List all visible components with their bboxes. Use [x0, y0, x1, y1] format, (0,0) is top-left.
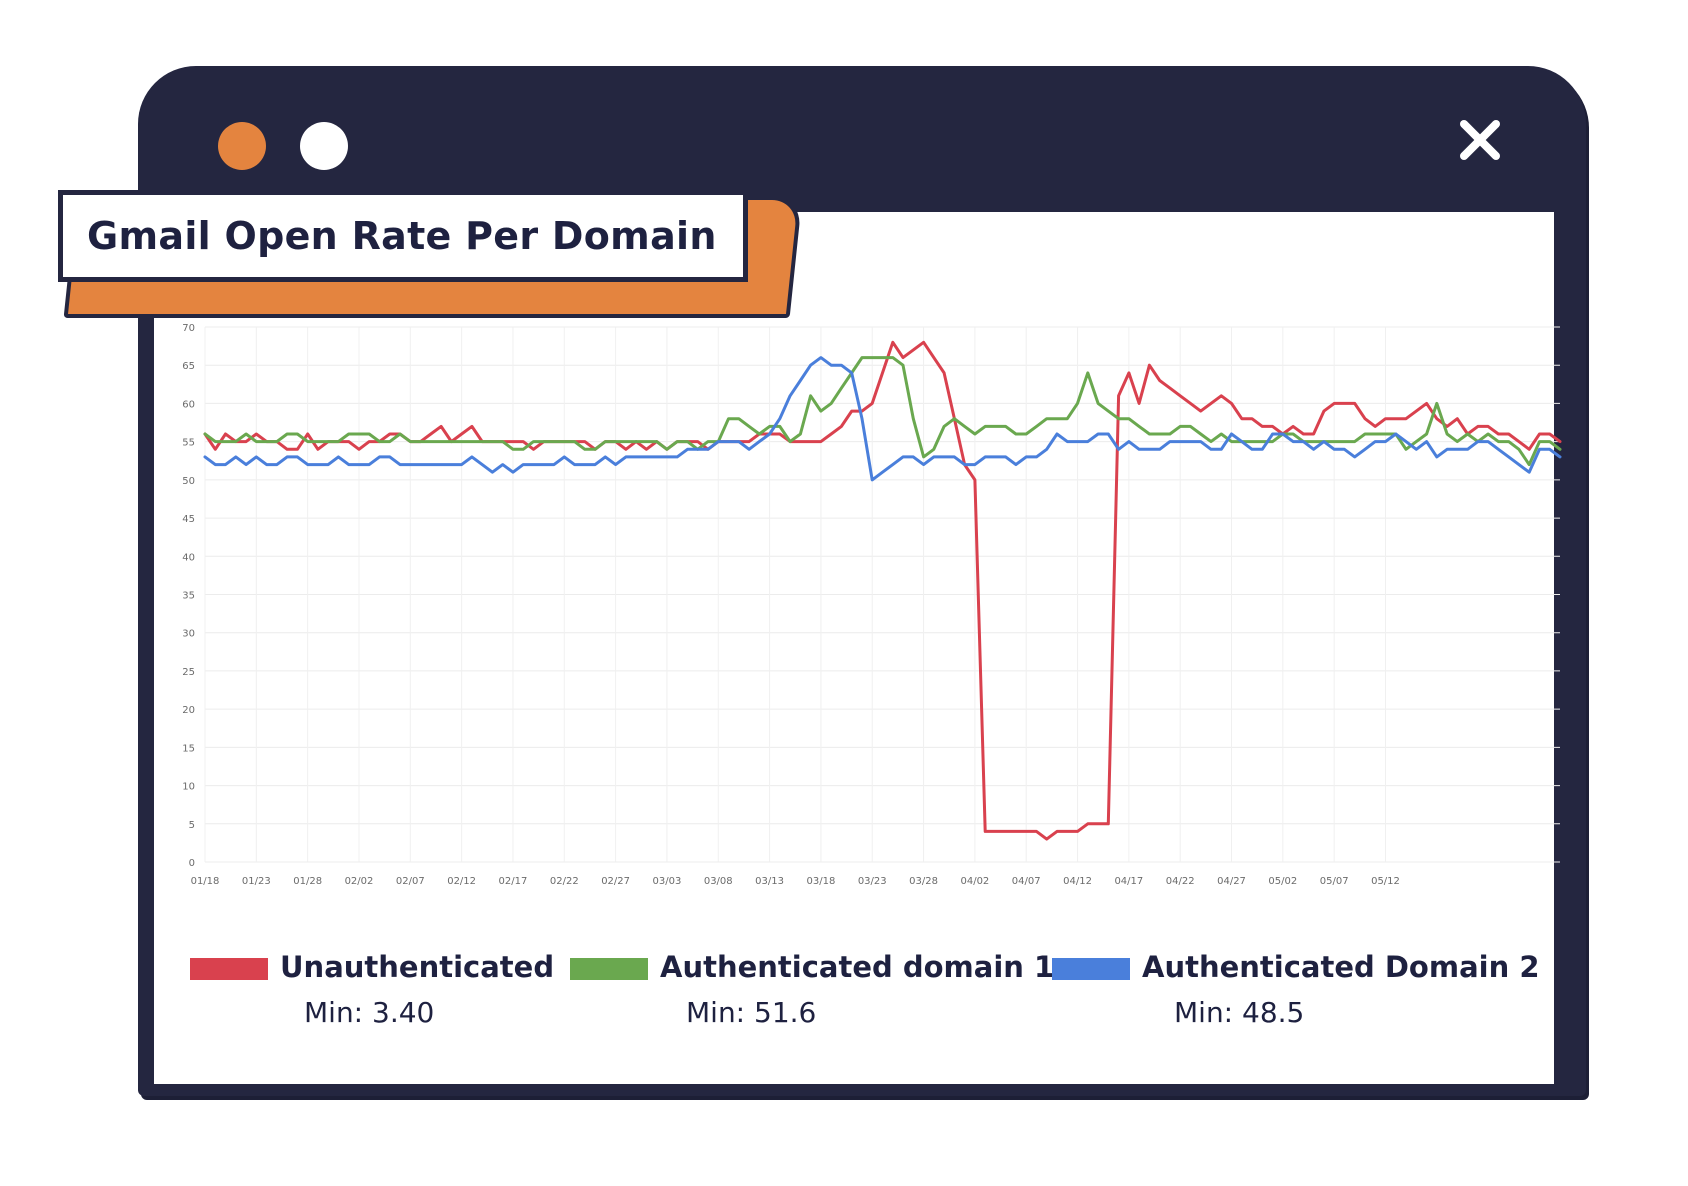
x-tick-label: 04/27 [1217, 876, 1246, 887]
legend-min-value: Min: 3.40 [304, 996, 435, 1029]
x-tick-label: 03/13 [755, 876, 784, 887]
legend-label: Unauthenticated [280, 950, 555, 984]
x-tick-label: 03/23 [858, 876, 887, 887]
y-tick-label: 65 [182, 361, 195, 372]
y-tick-label: 15 [182, 743, 195, 754]
y-tick-label: 30 [182, 629, 195, 640]
y-tick-label: 45 [182, 514, 195, 525]
y-tick-label: 0 [189, 858, 195, 869]
series-line-2 [203, 356, 1562, 467]
legend-min-value: Min: 48.5 [1174, 996, 1305, 1029]
x-tick-label: 03/08 [704, 876, 733, 887]
x-tick-label: 02/02 [345, 876, 374, 887]
window-dot-icon [218, 122, 266, 170]
x-tick-label: 02/27 [601, 876, 630, 887]
x-tick-label: 04/02 [960, 876, 989, 887]
legend-min-value: Min: 51.6 [686, 996, 817, 1029]
chart-legend: Unauthenticated Min: 3.40 Authenticated … [190, 950, 1540, 1040]
chart-title-box: Gmail Open Rate Per Domain [58, 190, 748, 282]
window-frame [138, 66, 1586, 1096]
x-tick-label: 05/07 [1320, 876, 1349, 887]
x-tick-label: 02/22 [550, 876, 579, 887]
x-tick-label: 02/17 [499, 876, 528, 887]
x-tick-label: 04/17 [1114, 876, 1143, 887]
x-tick-label: 01/18 [191, 876, 220, 887]
legend-label: Authenticated Domain 2 [1142, 950, 1540, 984]
series-line-1 [203, 340, 1562, 841]
x-tick-label: 05/12 [1371, 876, 1400, 887]
x-tick-label: 03/28 [909, 876, 938, 887]
x-tick-label: 04/22 [1166, 876, 1195, 887]
series-line-3 [203, 356, 1562, 482]
y-tick-label: 10 [182, 782, 195, 793]
close-icon[interactable] [1456, 116, 1504, 164]
y-tick-label: 60 [182, 399, 195, 410]
x-tick-label: 02/07 [396, 876, 425, 887]
window-dot-icon [300, 122, 348, 170]
y-tick-label: 50 [182, 476, 195, 487]
y-tick-label: 25 [182, 667, 195, 678]
chart-title: Gmail Open Rate Per Domain [87, 214, 717, 258]
x-tick-label: 01/23 [242, 876, 271, 887]
legend-label: Authenticated domain 1 [660, 950, 1055, 984]
legend-swatch [570, 958, 648, 980]
chart-panel [154, 212, 1554, 1084]
y-tick-label: 35 [182, 591, 195, 602]
legend-swatch [1052, 958, 1130, 980]
y-tick-label: 40 [182, 552, 195, 563]
x-tick-label: 03/18 [806, 876, 835, 887]
x-tick-label: 04/12 [1063, 876, 1092, 887]
y-tick-label: 70 [182, 323, 195, 334]
legend-swatch [190, 958, 268, 980]
x-tick-label: 05/02 [1268, 876, 1297, 887]
y-tick-label: 5 [189, 820, 195, 831]
x-tick-label: 03/03 [653, 876, 682, 887]
x-tick-label: 04/07 [1012, 876, 1041, 887]
y-tick-label: 20 [182, 705, 195, 716]
y-tick-label: 55 [182, 438, 195, 449]
x-tick-label: 01/28 [293, 876, 322, 887]
x-tick-label: 02/12 [447, 876, 476, 887]
